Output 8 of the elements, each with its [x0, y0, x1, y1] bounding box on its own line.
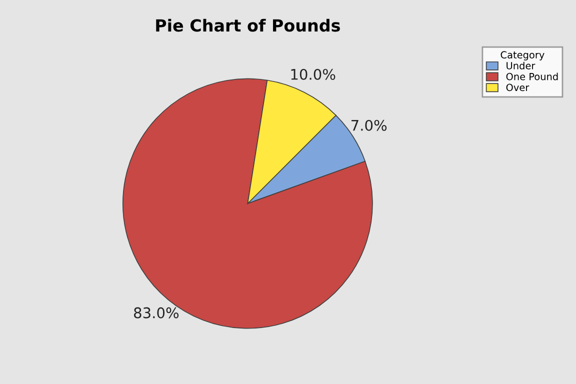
- chart-title: Pie Chart of Pounds: [156, 18, 340, 32]
- legend-label: Over: [506, 84, 530, 92]
- legend-label: Under: [506, 62, 536, 70]
- data-label: 83.0%: [134, 307, 179, 318]
- data-label: 10.0%: [291, 68, 336, 80]
- legend-label: One Pound: [506, 72, 558, 80]
- legend-title: Category: [500, 51, 544, 60]
- data-label: 7.0%: [352, 120, 387, 131]
